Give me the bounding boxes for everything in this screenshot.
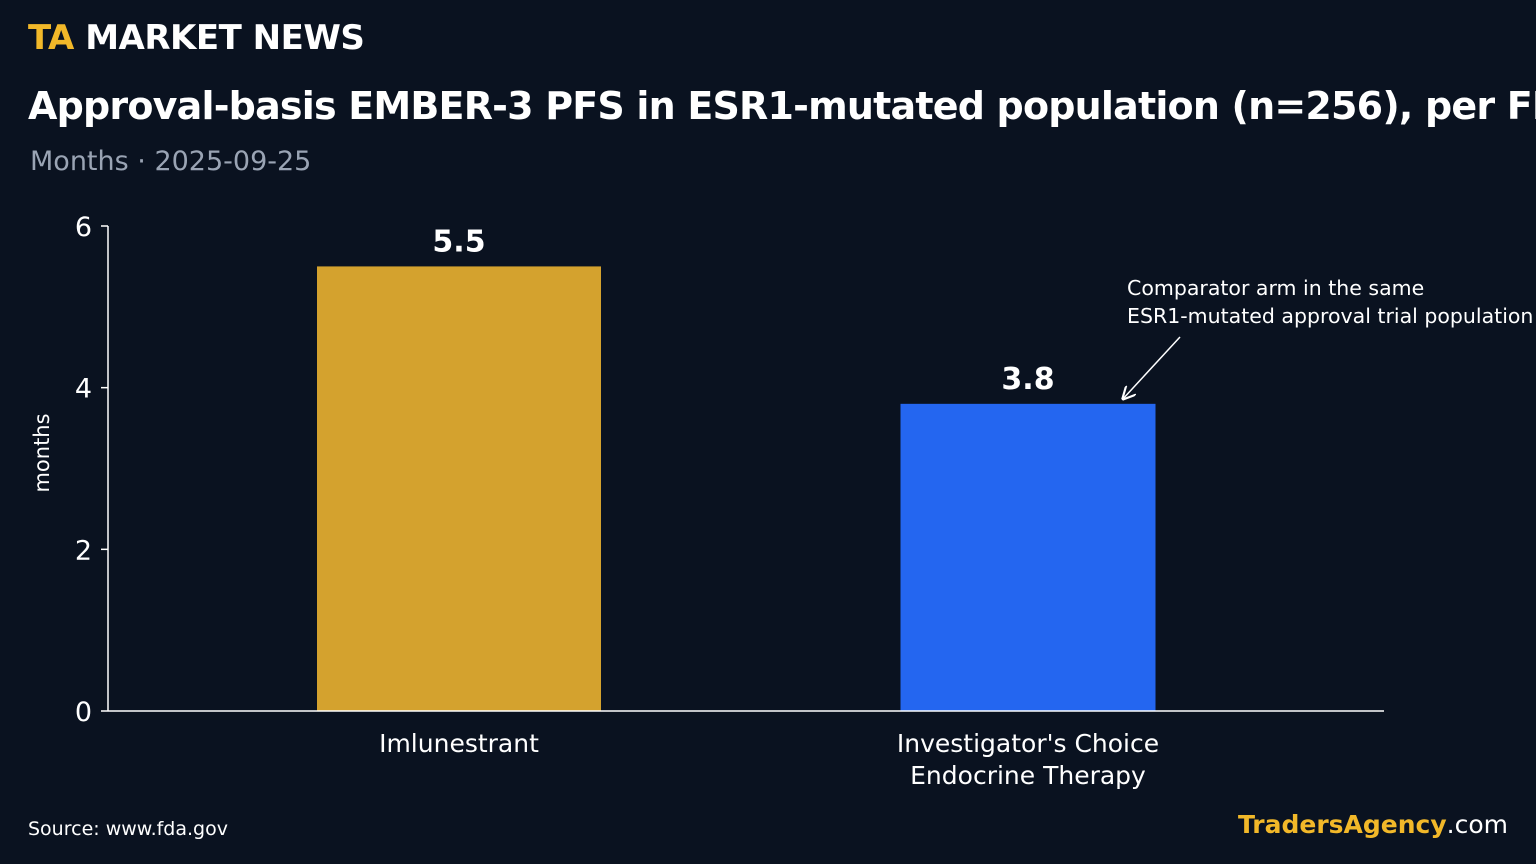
annotation-text: ESR1-mutated approval trial population [1127,304,1533,328]
bar-imlunestrant [317,266,601,711]
value-label: 5.5 [432,224,485,259]
brand-name: MARKET NEWS [85,18,365,58]
brand-prefix: TA [28,18,74,58]
category-label: Investigator's Choice [897,729,1159,758]
annotation-text: Comparator arm in the same [1127,276,1424,300]
chart-title: Approval-basis EMBER-3 PFS in ESR1-mutat… [28,84,1536,128]
category-label: Imlunestrant [379,729,539,758]
value-label: 3.8 [1001,362,1054,397]
bar-investigators-choice [900,403,1156,711]
y-tick-label: 4 [75,374,92,405]
annotation-arrow [1123,336,1181,399]
y-tick-label: 0 [75,697,92,728]
site-brand: TradersAgency [1237,810,1447,839]
brand-logo: TA MARKET NEWS [28,18,365,58]
bar-chart: 0 2 4 6 months 5.5 Imlunestrant 3.8 Investigato… [30,212,1533,790]
source-note: Source: www.fda.gov [28,818,228,840]
y-tick-label: 6 [75,212,92,243]
y-tick-label: 2 [75,535,92,566]
site-link[interactable]: TradersAgency.com [1238,810,1508,839]
category-label: Endocrine Therapy [910,761,1146,790]
y-axis-title: months [30,413,54,492]
site-domain: .com [1446,810,1508,839]
chart-subtitle: Months · 2025-09-25 [30,146,312,177]
